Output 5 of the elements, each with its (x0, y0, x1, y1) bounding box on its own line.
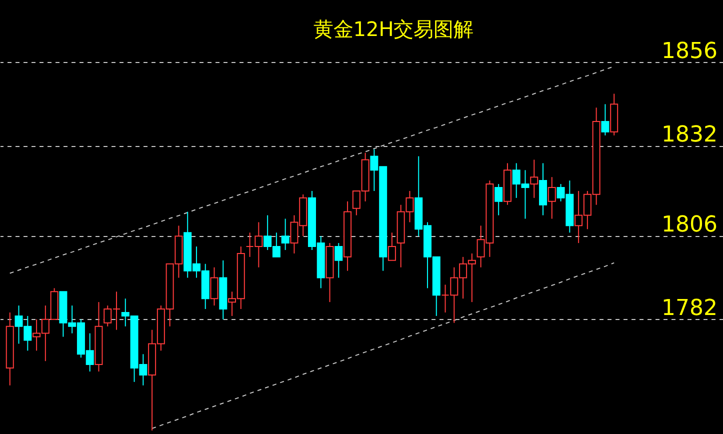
y-tick-label: 1806 (662, 212, 718, 238)
y-tick-label: 1782 (662, 296, 718, 321)
y-tick-label: 1856 (662, 38, 718, 64)
y-tick-label: 1832 (662, 122, 718, 148)
text: 黄金12H交易图解 (313, 17, 474, 41)
